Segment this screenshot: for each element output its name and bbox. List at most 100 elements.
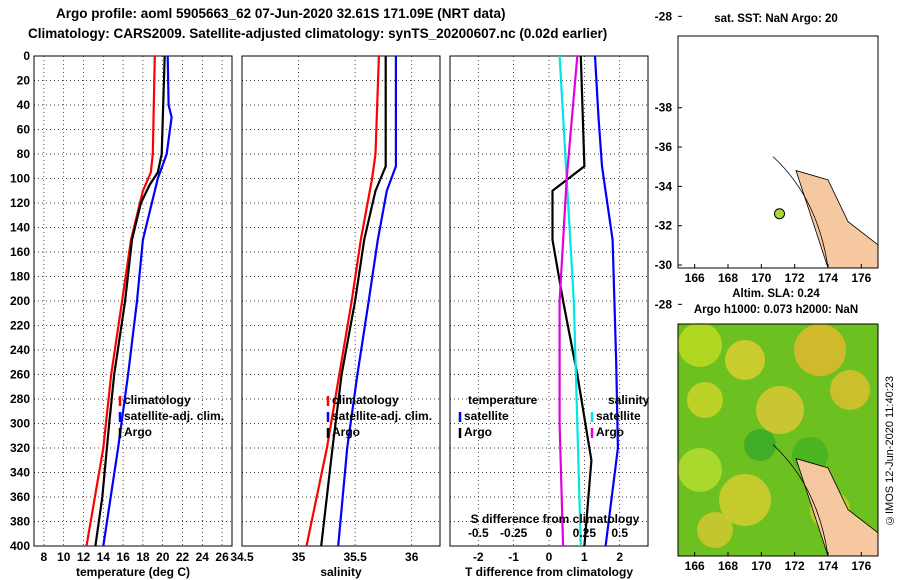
y-tick-label: 300 [10,417,30,431]
map-x-tick-label: 170 [751,271,771,285]
y-tick-label: 160 [10,245,30,259]
bathymetry-contour [772,156,829,269]
imos-timestamp: ©IMOS 12-Jun-2020 11:40:23 [884,376,896,526]
legend-label: Argo [596,425,624,439]
legend-label: salinity [608,393,650,407]
map-y-tick-label: -28 [655,297,673,311]
panel-temperature: 8 10 12 14 16 18 20 22 24 26020406080100120140160… [10,49,233,579]
x-tick-label: 12 [77,550,91,564]
x-axis-label: T difference from climatology [465,565,633,579]
y-tick-label: 80 [17,147,31,161]
map-y-tick-label: -34 [655,179,673,193]
y-tick-label: 380 [10,515,30,529]
legend-label: satellite [596,409,641,423]
map-x-tick-label: 176 [851,559,871,573]
legend-label: satellite-adj. clim. [124,409,224,423]
sla-anomaly-blob [687,382,723,418]
x2-tick-label: -0.25 [500,526,528,540]
sla-anomaly-blob [697,512,733,548]
y-tick-label: 340 [10,466,30,480]
argo-profile-marker [774,208,785,220]
x-tick-label: 20 [156,550,170,564]
x2-tick-label: 0 [546,526,553,540]
map-frame [677,323,879,557]
legend-label: Argo [332,425,360,439]
y-tick-label: 100 [10,172,30,186]
x-axis-label: salinity [320,565,362,579]
y-tick-label: 120 [10,196,30,210]
x2-tick-label: -0.5 [468,526,489,540]
x-tick-label: 18 [136,550,150,564]
y-tick-label: 260 [10,368,30,382]
map-y-tick-label: -30 [655,258,673,272]
map-x-tick-label: 172 [785,559,805,573]
map-x-tick-label: 168 [718,559,738,573]
map-sst: sat. SST: NaN Argo: 20 166 168 170 172 174 176… [655,9,879,285]
x-tick-label: 24 [196,550,210,564]
sla-anomaly-blob [830,370,870,410]
sla-anomaly-blob [725,340,765,380]
x-tick-label: 16 [116,550,130,564]
series-line-temperature-argo [551,55,593,547]
y-tick-label: 240 [10,343,30,357]
x-tick-label: 8 [41,550,48,564]
x-tick-label: 26 [215,550,229,564]
map-x-tick-label: 174 [818,559,838,573]
map-sla: Altim. SLA: 0.24 Argo h1000: 0.073 h2000:… [655,101,879,573]
y-tick-label: 320 [10,441,30,455]
map-x-tick-label: 168 [718,271,738,285]
map-x-tick-label: 166 [685,271,705,285]
series-line-argo [320,56,387,547]
panel-difference: -2 -1 0 1 2T difference from climatology temp… [449,55,650,579]
sla-anomaly-blob [719,474,771,526]
map-y-tick-label: -38 [655,101,673,115]
x-tick-label: 1 [581,550,588,564]
x-tick-label: 0 [546,550,553,564]
series-line-salinity-argo [558,55,579,547]
y-tick-label: 0 [23,49,30,63]
sla-anomaly-blob [678,448,722,492]
series-line-salinity-satellite [558,55,582,547]
x-tick-label: 35.5 [343,550,367,564]
y-tick-label: 360 [10,490,30,504]
series-line-satellite-adj-clim- [102,55,173,547]
x2-tick-label: 0.5 [611,526,628,540]
legend-label: Argo [464,425,492,439]
map-x-tick-label: 176 [851,271,871,285]
y-tick-label: 20 [17,74,31,88]
panel-salinity: 34.5 35 35.5 36 salinity climatology satellite… [230,55,441,579]
x-axis-label: temperature (deg C) [76,565,190,579]
bathymetry-contour [772,444,829,557]
map-x-tick-label: 166 [685,559,705,573]
sla-anomaly-blob [756,386,804,434]
x2-tick-label: 0.25 [573,526,597,540]
series-line-satellite-adj-clim- [337,56,397,547]
y-tick-label: 280 [10,392,30,406]
map-x-tick-label: 170 [751,559,771,573]
legend-label: satellite-adj. clim. [332,409,432,423]
map-title: Argo h1000: 0.073 h2000: NaN [694,304,858,316]
x2-axis-label: S difference from climatology [471,512,640,526]
y-tick-label: 60 [17,123,31,137]
legend-label: Argo [124,425,152,439]
y-tick-label: 180 [10,270,30,284]
map-title: Altim. SLA: 0.24 [732,288,820,300]
x-tick-label: 36 [405,550,419,564]
series-line-temperature-satellite [593,55,620,547]
x-tick-label: 14 [97,550,111,564]
x-tick-label: -2 [473,550,484,564]
legend-label: satellite [464,409,509,423]
x-tick-label: 2 [616,550,623,564]
legend-label: climatology [124,393,191,407]
plot-title-line2: Climatology: CARS2009. Satellite-adjuste… [28,26,608,41]
y-tick-label: 400 [10,539,30,553]
map-title: sat. SST: NaN Argo: 20 [714,13,838,25]
map-y-tick-label: -32 [655,219,673,233]
legend-label: climatology [332,393,399,407]
y-tick-label: 200 [10,294,30,308]
x-tick-label: 22 [176,550,190,564]
x-tick-label: -1 [508,550,519,564]
legend-label: temperature [468,393,538,407]
plot-title-line1: Argo profile: aoml 5905663_62 07-Jun-202… [56,6,506,21]
sla-anomaly-blob [794,324,846,376]
